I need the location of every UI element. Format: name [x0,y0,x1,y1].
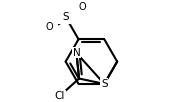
Text: S: S [62,12,69,22]
Text: N: N [73,48,80,58]
Text: O: O [45,22,53,32]
Text: Cl: Cl [55,91,65,101]
Text: O: O [79,2,86,12]
Text: S: S [101,79,108,89]
